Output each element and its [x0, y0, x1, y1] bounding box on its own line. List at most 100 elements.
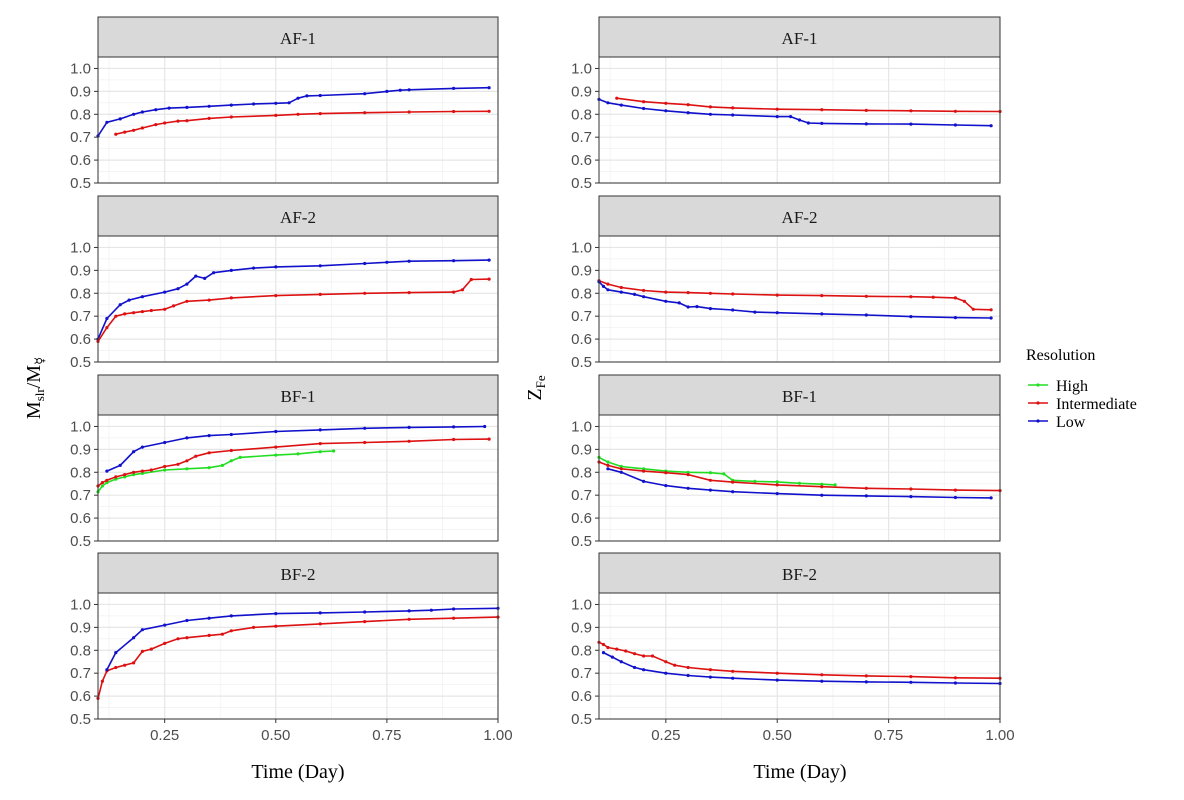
- data-point-intermediate: [407, 617, 411, 621]
- y-axis-title-left-sub: slr: [32, 388, 47, 402]
- data-point-intermediate: [953, 488, 958, 492]
- y-tick-label: 0.5: [70, 175, 91, 192]
- panel-c0-bf-1: BF-1 0.5 0.6 0.7 0.8 0.9 1.0: [70, 374, 499, 550]
- series-c1-af-1-low: [597, 97, 993, 128]
- y-tick-label: 0.8: [571, 285, 592, 302]
- data-point-intermediate: [619, 467, 623, 471]
- data-point-low: [452, 86, 456, 90]
- series-c0-af-2-intermediate: [96, 277, 491, 343]
- data-point-intermediate: [363, 440, 367, 445]
- data-point-intermediate: [114, 665, 118, 670]
- data-point-intermediate: [318, 112, 322, 116]
- y-tick-label: 0.6: [571, 510, 592, 527]
- y-tick-label: 0.9: [571, 619, 592, 636]
- legend-title: Resolution: [1026, 347, 1095, 364]
- data-point-low: [775, 311, 779, 315]
- panel-border-c1-bf-2: [598, 592, 1001, 720]
- data-point-intermediate: [207, 451, 211, 455]
- y-tick-label: 0.7: [571, 665, 592, 682]
- data-point-intermediate: [274, 294, 278, 298]
- series-c1-af-2-low: [597, 280, 993, 320]
- data-point-intermediate: [971, 307, 975, 311]
- data-point-intermediate: [163, 641, 167, 646]
- data-point-low: [114, 651, 118, 655]
- data-point-intermediate: [664, 290, 668, 294]
- y-tick-label: 0.8: [70, 464, 91, 481]
- data-point-intermediate: [318, 622, 322, 626]
- data-point-low: [363, 610, 367, 614]
- data-point-low: [212, 271, 216, 275]
- data-point-intermediate: [176, 119, 180, 123]
- x-tick-label: 0.25: [150, 727, 179, 744]
- data-point-low: [775, 115, 779, 119]
- data-point-low: [118, 463, 122, 467]
- data-point-intermediate: [185, 459, 189, 463]
- data-point-low: [252, 266, 256, 270]
- data-point-low: [789, 115, 793, 119]
- data-point-low: [989, 124, 993, 128]
- data-point-low: [953, 316, 958, 320]
- y-axis-title-right-sub: Fe: [533, 375, 548, 388]
- data-point-intermediate: [820, 485, 824, 489]
- data-point-low: [167, 106, 171, 110]
- data-point-intermediate: [132, 661, 136, 665]
- data-point-intermediate: [708, 105, 713, 109]
- data-point-low: [909, 315, 913, 319]
- y-tick-label: 0.6: [571, 688, 592, 705]
- data-point-intermediate: [487, 277, 491, 281]
- data-point-intermediate: [185, 299, 189, 303]
- data-point-high: [163, 468, 167, 472]
- data-point-low: [708, 675, 713, 679]
- strip-label-c0-af-2: AF-2: [280, 208, 316, 227]
- y-tick-label: 0.8: [571, 464, 592, 481]
- data-point-low: [606, 101, 610, 105]
- data-point-low: [305, 94, 309, 98]
- data-point-low: [407, 259, 411, 263]
- data-point-low: [731, 676, 735, 680]
- y-tick-label: 0.9: [70, 619, 91, 636]
- data-point-low: [619, 103, 623, 107]
- data-point-low: [452, 607, 456, 611]
- data-point-intermediate: [686, 473, 690, 477]
- data-point-low: [274, 265, 278, 269]
- data-point-high: [775, 480, 779, 484]
- data-point-intermediate: [820, 108, 824, 112]
- data-point-low: [207, 616, 211, 620]
- data-point-intermediate: [909, 109, 913, 113]
- data-point-intermediate: [296, 112, 300, 116]
- data-point-intermediate: [407, 439, 411, 443]
- data-point-low: [105, 316, 109, 321]
- data-point-low: [318, 611, 322, 615]
- plot-area-c1-af-2: [599, 236, 1000, 362]
- data-point-low: [820, 679, 824, 683]
- data-point-intermediate: [252, 625, 256, 630]
- data-point-low: [695, 305, 699, 309]
- data-point-intermediate: [469, 277, 473, 282]
- data-point-intermediate: [989, 308, 993, 312]
- data-point-intermediate: [708, 291, 713, 295]
- data-point-low: [708, 112, 713, 116]
- y-tick-label: 0.9: [571, 262, 592, 279]
- data-point-intermediate: [642, 469, 646, 473]
- data-point-low: [452, 259, 456, 263]
- panel-c1-bf-2: BF-2 0.5 0.6 0.7 0.8 0.9 1.0 0.25 0.50 0.75 1.00: [571, 552, 1015, 744]
- data-point-intermediate: [909, 487, 913, 491]
- data-point-low: [864, 494, 868, 498]
- data-point-low: [664, 671, 668, 675]
- data-point-low: [664, 484, 668, 488]
- data-point-intermediate: [207, 116, 211, 120]
- y-tick-label: 0.6: [70, 331, 91, 348]
- data-point-high: [220, 463, 224, 467]
- panel-c0-af-1: AF-1 0.5 0.6 0.7 0.8 0.9 1.0: [70, 16, 499, 192]
- data-point-low: [642, 668, 646, 672]
- data-point-intermediate: [172, 304, 176, 308]
- data-point-intermediate: [953, 109, 958, 113]
- data-point-intermediate: [229, 448, 233, 453]
- data-point-intermediate: [274, 624, 278, 628]
- data-point-low: [185, 436, 189, 440]
- y-tick-label: 1.0: [70, 418, 91, 435]
- strip-label-c0-bf-1: BF-1: [281, 387, 316, 406]
- legend-swatch-dot-intermediate: [1036, 401, 1040, 405]
- data-point-low: [140, 110, 144, 114]
- data-point-low: [864, 680, 868, 684]
